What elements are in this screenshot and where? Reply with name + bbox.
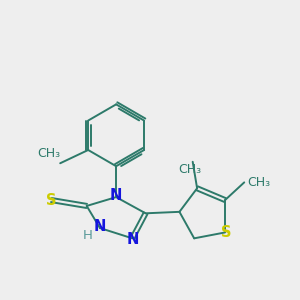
Text: CH₃: CH₃ (178, 163, 201, 176)
Text: N: N (126, 232, 139, 247)
Text: N: N (94, 219, 106, 234)
Text: N: N (110, 188, 122, 203)
Text: CH₃: CH₃ (37, 147, 60, 160)
Text: CH₃: CH₃ (247, 176, 270, 189)
Text: S: S (221, 225, 232, 240)
Text: S: S (46, 193, 57, 208)
Text: H: H (82, 229, 92, 242)
